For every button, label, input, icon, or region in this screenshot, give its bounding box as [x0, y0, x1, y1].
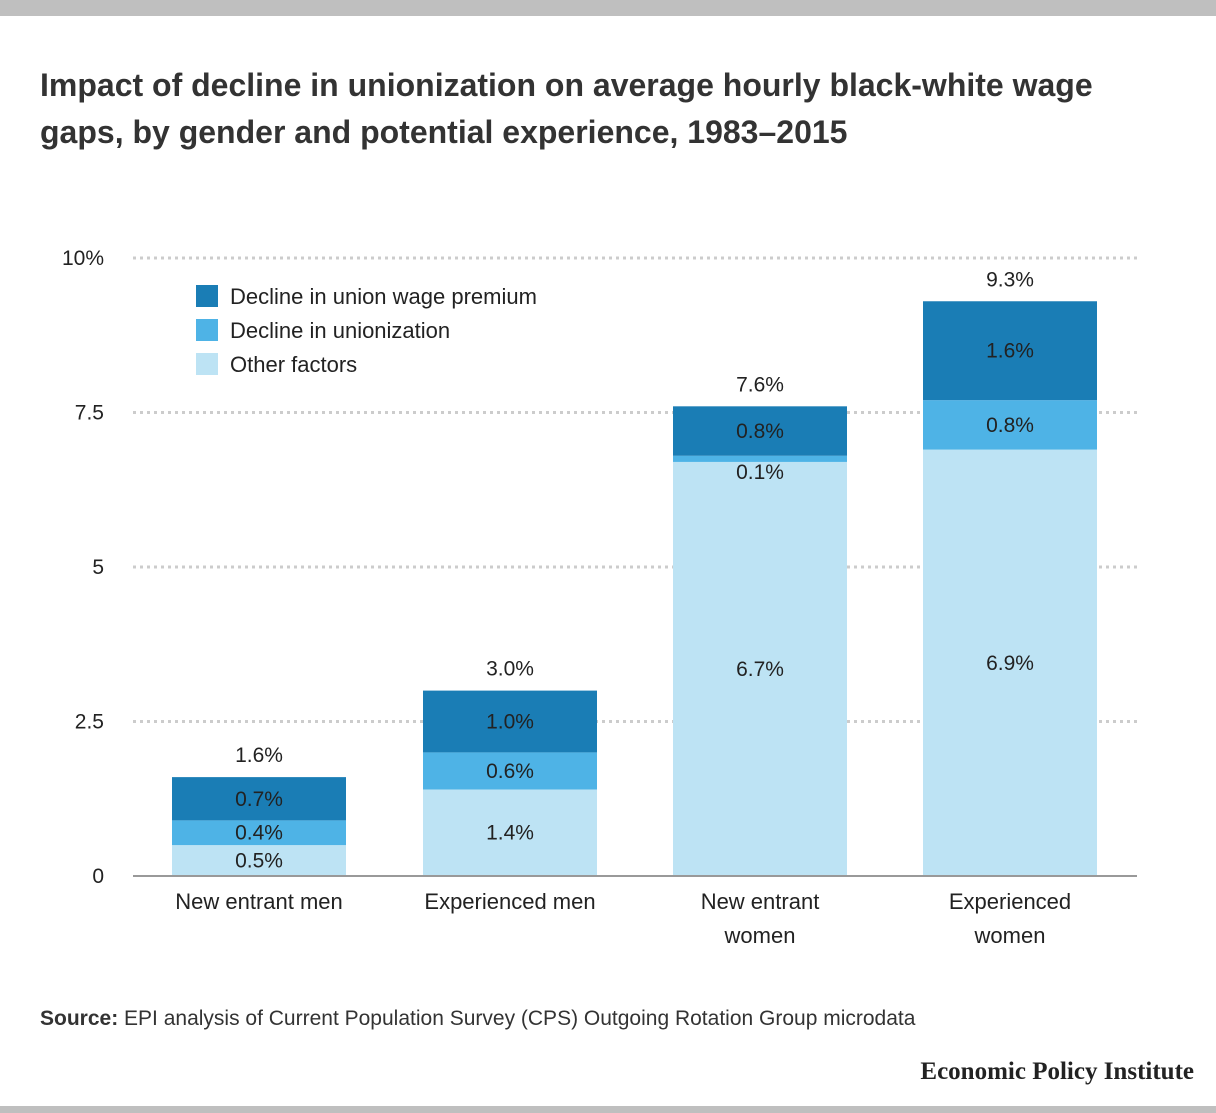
data-label: 1.6% [986, 340, 1034, 363]
legend-label: Decline in unionization [230, 318, 450, 343]
data-label: 0.7% [235, 788, 283, 811]
x-category-label: Experienced men [424, 889, 595, 914]
bottom-border [0, 1106, 1216, 1113]
bar-segment [923, 400, 1097, 450]
source-label: Source: [40, 1007, 119, 1030]
y-tick-label: 5 [92, 556, 104, 579]
bar-segment [923, 449, 1097, 876]
total-label: 1.6% [235, 744, 283, 767]
chart-title: Impact of decline in unionization on ave… [40, 67, 1093, 150]
bar-segment [673, 406, 847, 456]
legend-swatch [196, 319, 218, 341]
data-label: 0.8% [736, 420, 784, 443]
source-text: EPI analysis of Current Population Surve… [124, 1007, 916, 1030]
bar-segment [673, 461, 847, 876]
y-tick-label: 7.5 [75, 402, 104, 425]
y-tick-label: 10% [62, 247, 104, 270]
data-label: 0.1% [736, 461, 784, 484]
y-tick-label: 0 [92, 865, 104, 888]
bar-segment [423, 789, 597, 876]
data-label: 6.7% [736, 658, 784, 681]
x-category-label: women [974, 923, 1046, 948]
y-tick-label: 2.5 [75, 711, 104, 734]
x-category-label: Experienced [949, 889, 1071, 914]
data-label: 1.4% [486, 822, 534, 845]
x-category-label: New entrant [701, 889, 820, 914]
publisher-logo: Economic Policy Institute [920, 1058, 1194, 1085]
bar-segment [172, 820, 346, 846]
legend-background [180, 274, 608, 388]
total-label: 7.6% [736, 373, 784, 396]
data-label: 0.8% [986, 414, 1034, 437]
bar-segment [423, 752, 597, 790]
total-label: 9.3% [986, 268, 1034, 291]
bar-segment [423, 690, 597, 753]
legend-swatch [196, 285, 218, 307]
bar-segment [172, 845, 346, 876]
data-label: 0.5% [235, 850, 283, 873]
data-label: 0.4% [235, 822, 283, 845]
legend-label: Other factors [230, 352, 357, 377]
top-border [0, 0, 1216, 16]
legend-swatch [196, 353, 218, 375]
legend-label: Decline in union wage premium [230, 284, 537, 309]
stacked-bar-chart: 0 2.5 5 7.5 10% 0.5% 0.4% 0.7% 1.6% New entrant m… [62, 247, 1137, 948]
x-category-label: New entrant men [175, 889, 343, 914]
data-label: 1.0% [486, 711, 534, 734]
data-label: 0.6% [486, 760, 534, 783]
bar-segment [673, 455, 847, 462]
bar-segment [172, 777, 346, 821]
total-label: 3.0% [486, 658, 534, 681]
source-note: Source: EPI analysis of Current Populati… [40, 1007, 915, 1031]
x-category-label: women [724, 923, 796, 948]
data-label: 6.9% [986, 652, 1034, 675]
bar-segment [923, 301, 1097, 401]
